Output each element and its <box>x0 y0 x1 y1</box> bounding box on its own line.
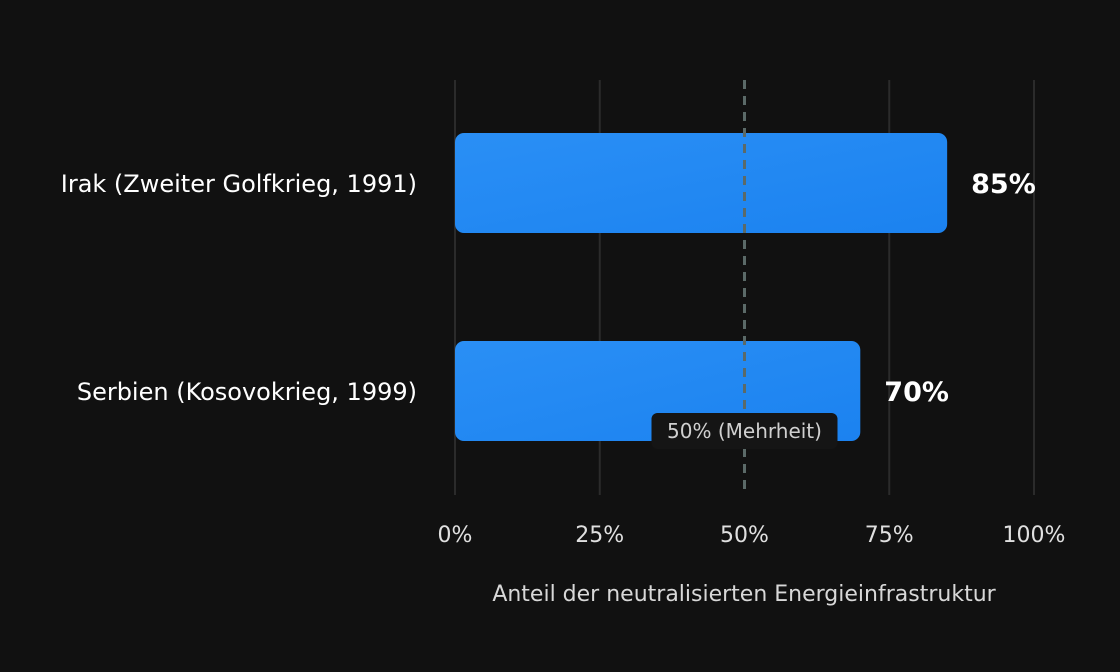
reference-annotation-box <box>651 413 838 449</box>
category-label: Irak (Zweiter Golfkrieg, 1991) <box>61 170 417 198</box>
category-label: Serbien (Kosovokrieg, 1999) <box>77 378 417 406</box>
x-tick-label: 100% <box>1003 523 1066 548</box>
bar-1 <box>455 133 948 233</box>
labels: 0% 25% 50% 75% 100% Irak (Zweiter Golfkrieg, … <box>61 169 1066 607</box>
x-tick-label: 0% <box>438 523 473 548</box>
value-label: 85% <box>971 169 1036 200</box>
x-tick-label: 75% <box>865 523 914 548</box>
x-tick-label: 25% <box>575 523 624 548</box>
bars <box>455 133 948 441</box>
reference-line-group: 50% (Mehrheit) <box>651 80 838 495</box>
value-label: 70% <box>884 377 949 408</box>
x-axis-title: Anteil der neutralisierten Energieinfras… <box>492 582 996 607</box>
reference-annotation-label: 50% (Mehrheit) <box>667 419 822 443</box>
x-tick-label: 50% <box>720 523 769 548</box>
